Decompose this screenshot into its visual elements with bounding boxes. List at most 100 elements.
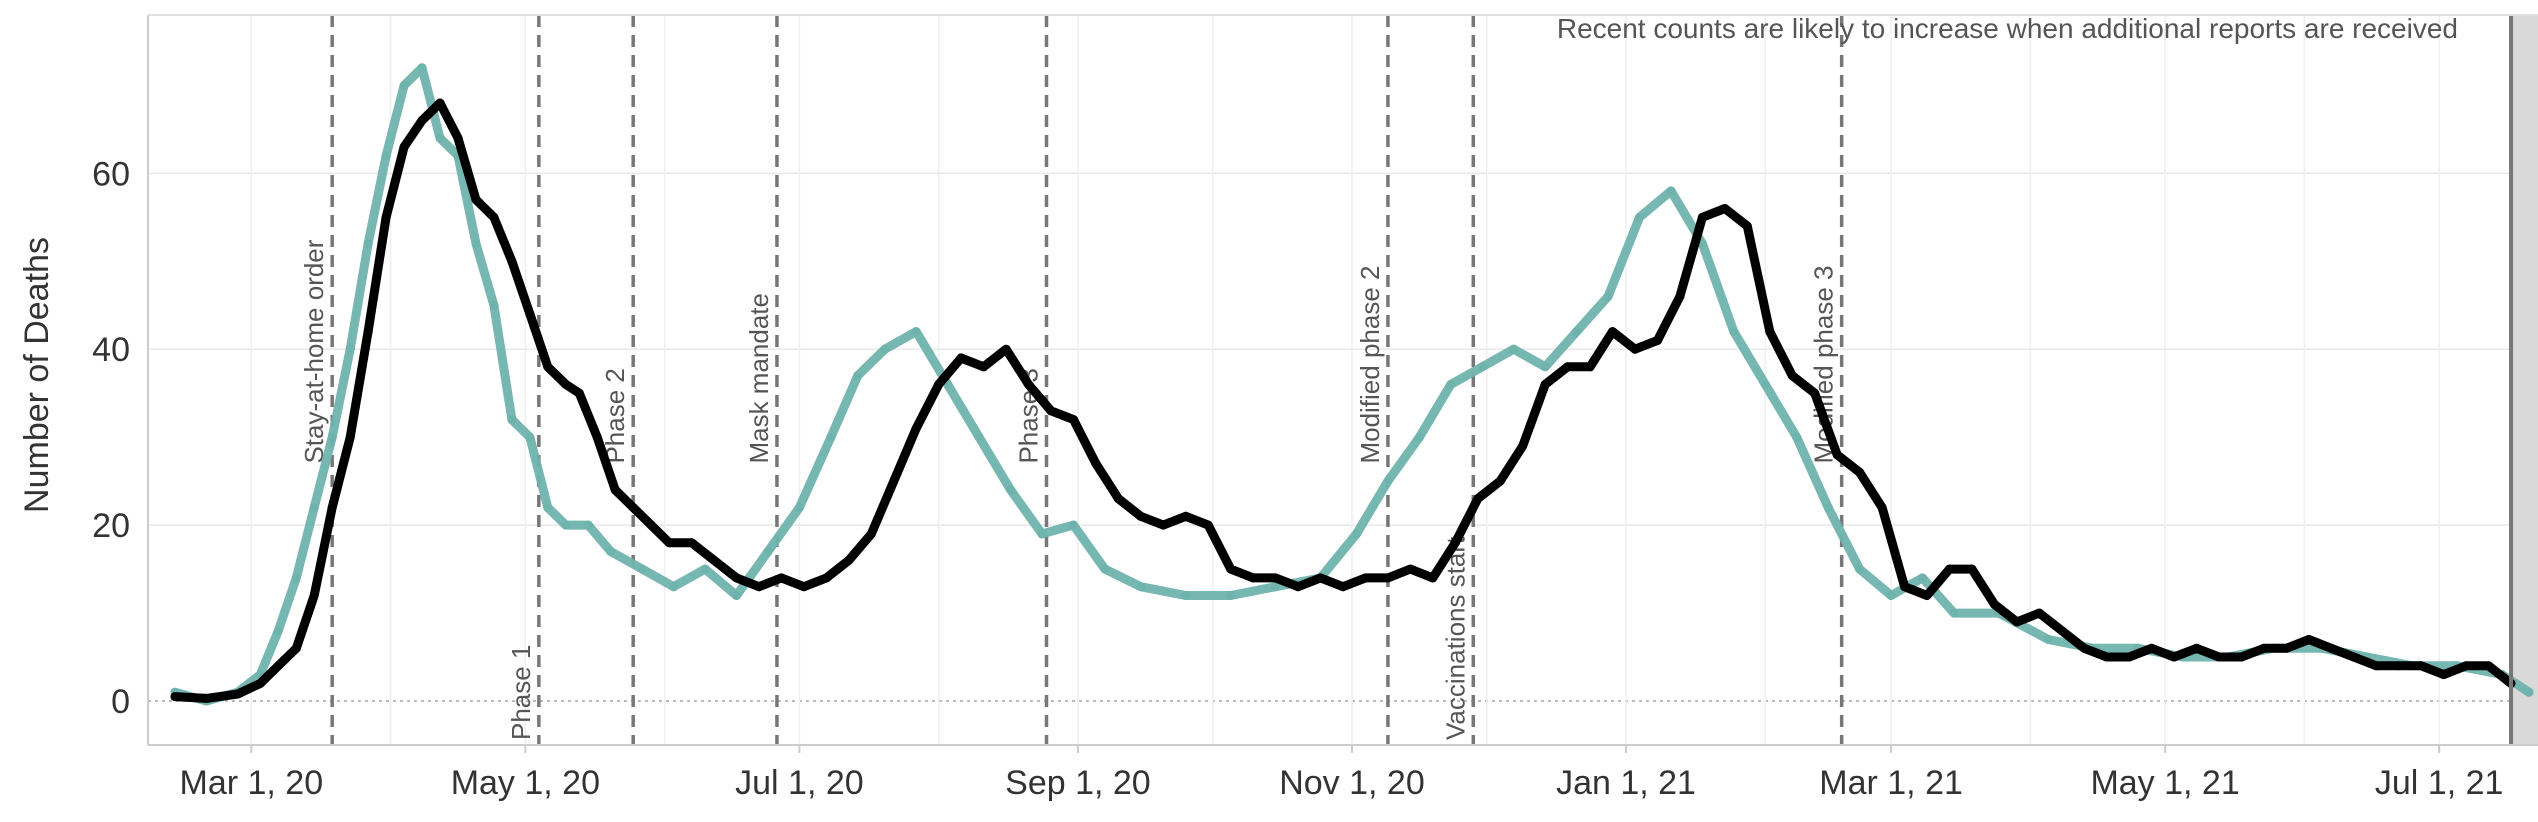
daily-point [489, 300, 499, 310]
average-point [1024, 379, 1033, 389]
x-tick-label: Jul 1, 21 [2375, 764, 2504, 802]
event-label: Phase 1 [506, 645, 536, 740]
average-point [610, 485, 620, 495]
average-point [799, 582, 809, 592]
average-point [979, 362, 989, 372]
daily-point [327, 432, 337, 442]
average-point [2124, 652, 2134, 662]
daily-point [1729, 327, 1739, 337]
daily-point [1760, 379, 1770, 389]
average-point [1383, 573, 1393, 583]
average-point [1338, 582, 1348, 592]
average-point [574, 388, 584, 398]
daily-point [1006, 485, 1016, 495]
y-axis-title: Number of Deaths [18, 237, 56, 513]
average-point [956, 353, 966, 363]
daily-point [309, 503, 319, 512]
daily-point [1886, 591, 1896, 600]
daily-point [669, 582, 679, 592]
average-point [911, 423, 921, 433]
daily-point [435, 133, 445, 143]
daily-point [1792, 432, 1802, 442]
average-point [233, 689, 243, 699]
daily-point [507, 415, 517, 425]
average-point [489, 212, 499, 222]
y-tick-label: 40 [92, 331, 130, 369]
average-point [732, 573, 741, 583]
average-point [2192, 643, 2202, 653]
y-tick-label: 60 [92, 155, 130, 193]
recent-counts-note: Recent counts are likely to increase whe… [1557, 13, 2458, 44]
average-point [866, 529, 876, 539]
average-point [2304, 635, 2314, 644]
average-point [2012, 617, 2022, 627]
daily-point [291, 573, 301, 583]
average-point [399, 142, 409, 152]
average-point [1989, 599, 1999, 609]
average-point [1203, 520, 1213, 530]
daily-point [732, 591, 741, 600]
daily-point [345, 344, 355, 354]
average-point [273, 661, 283, 671]
average-point [2484, 661, 2494, 671]
average-point [1922, 591, 1932, 600]
x-tick-label: Mar 1, 21 [1819, 764, 1963, 802]
average-point [381, 212, 391, 222]
average-point [1428, 573, 1438, 583]
average-point [1136, 511, 1146, 521]
event-label: Vaccinations start [1440, 536, 1470, 740]
event-label: Mask mandate [744, 293, 774, 464]
y-tick-label: 20 [92, 507, 130, 545]
average-point [1675, 291, 1685, 301]
x-tick-labels: Mar 1, 20 May 1, 20 Jul 1, 20 Sep 1, 20 Nov … [180, 745, 2504, 802]
average-point [2079, 643, 2089, 653]
average-point [291, 643, 301, 653]
daily-point [1383, 476, 1393, 486]
average-point [435, 98, 445, 108]
daily-point [1635, 212, 1644, 222]
average-point [1697, 212, 1707, 222]
average-point [309, 591, 319, 600]
average-point [2326, 643, 2336, 653]
daily-point [273, 626, 283, 636]
average-point [1585, 362, 1595, 372]
average-point [821, 573, 831, 583]
x-tick-label: Nov 1, 20 [1279, 764, 1425, 802]
average-point [2281, 643, 2291, 653]
average-point [1069, 415, 1078, 425]
daily-point [974, 432, 984, 442]
daily-point [1352, 529, 1361, 539]
daily-point [471, 239, 481, 249]
average-point [664, 538, 674, 548]
average-point [201, 693, 211, 703]
average-point [934, 379, 944, 389]
x-tick-label: Mar 1, 20 [180, 764, 324, 802]
event-label: Stay-at-home order [299, 239, 329, 463]
daily-point [363, 239, 373, 249]
daily-point [1855, 564, 1865, 574]
average-point [2461, 661, 2471, 671]
daily-point [399, 80, 409, 90]
average-point [417, 116, 427, 125]
incomplete-data-shade [2511, 15, 2538, 745]
average-point [1877, 503, 1887, 512]
x-tick-label: Sep 1, 20 [1005, 764, 1151, 802]
daily-point [525, 432, 535, 442]
average-point [1473, 494, 1483, 504]
daily-point [1572, 327, 1582, 337]
x-tick-label: May 1, 20 [451, 764, 600, 802]
average-point [1945, 564, 1954, 574]
x-tick-label: Jul 1, 20 [735, 764, 864, 802]
average-series [170, 98, 2516, 703]
average-point [327, 503, 337, 512]
average-point [1540, 379, 1550, 389]
average-point [2349, 652, 2359, 662]
daily-point [1100, 564, 1110, 574]
average-point [2237, 652, 2246, 662]
average-point [1495, 476, 1505, 486]
average-point [2259, 643, 2269, 653]
average-point [1248, 573, 1258, 583]
average-point [1630, 344, 1640, 354]
average-point [2371, 661, 2381, 671]
average-point [453, 133, 463, 143]
